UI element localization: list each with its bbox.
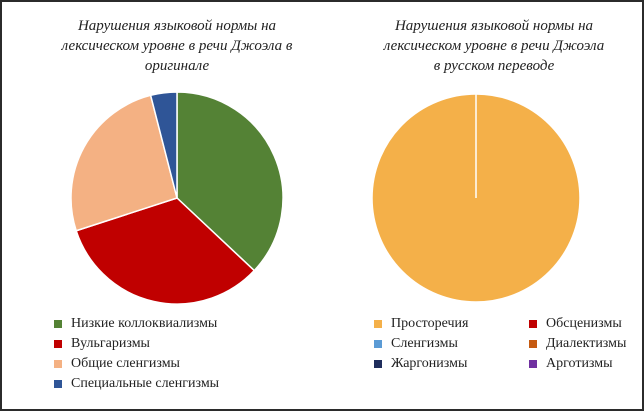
- legend-item: Диалектизмы: [529, 334, 644, 354]
- pie-chart: [70, 91, 284, 305]
- legend-item: Жаргонизмы: [374, 354, 529, 374]
- chart-title: Нарушения языковой нормы на лексическом …: [383, 18, 605, 74]
- legend-item: Обсценизмы: [529, 314, 644, 334]
- legend-swatch: [374, 340, 382, 348]
- legend-label: Вульгаризмы: [71, 336, 150, 351]
- legend-swatch: [54, 380, 62, 388]
- chart-original: Нарушения языковой нормы на лексическом …: [2, 2, 352, 409]
- legend-item: Арготизмы: [529, 354, 644, 374]
- legend-item: Вульгаризмы: [54, 334, 219, 354]
- legend-swatch: [54, 340, 62, 348]
- legend-label: Просторечия: [391, 316, 469, 331]
- pie-slice: [176, 91, 284, 272]
- legend-item: Общие сленгизмы: [54, 354, 219, 374]
- legend-label: Диалектизмы: [546, 336, 627, 351]
- legend-item: Просторечия: [374, 314, 529, 334]
- pie-slice: [70, 94, 178, 232]
- legend-item: Низкие коллоквиализмы: [54, 314, 219, 334]
- legend-swatch: [529, 360, 537, 368]
- chart-title: Нарушения языковой нормы на лексическом …: [61, 18, 293, 74]
- legend-label: Сленгизмы: [391, 336, 458, 351]
- legend-swatch: [374, 360, 382, 368]
- pie-slice: [75, 197, 256, 305]
- legend: Просторечия Обсценизмы Сленгизмы Диалектизм…: [374, 314, 644, 374]
- legend-label: Специальные сленгизмы: [71, 376, 220, 391]
- legend-item: Сленгизмы: [374, 334, 529, 354]
- pie-chart: [371, 93, 581, 303]
- legend-swatch: [374, 320, 382, 328]
- legend: Низкие коллоквиализмы Вульгаризмы Общие сл…: [54, 314, 219, 394]
- legend-label: Жаргонизмы: [391, 356, 468, 371]
- legend-item: Специальные сленгизмы: [54, 374, 219, 394]
- legend-swatch: [54, 320, 62, 328]
- legend-swatch: [529, 320, 537, 328]
- legend-label: Арготизмы: [546, 356, 613, 371]
- pie-slice: [149, 91, 178, 199]
- legend-label: Обсценизмы: [546, 316, 622, 331]
- legend-label: Общие сленгизмы: [71, 356, 180, 371]
- legend-swatch: [529, 340, 537, 348]
- legend-swatch: [54, 360, 62, 368]
- chart-translation: Нарушения языковой нормы на лексическом …: [352, 2, 642, 409]
- legend-label: Низкие коллоквиализмы: [71, 316, 218, 331]
